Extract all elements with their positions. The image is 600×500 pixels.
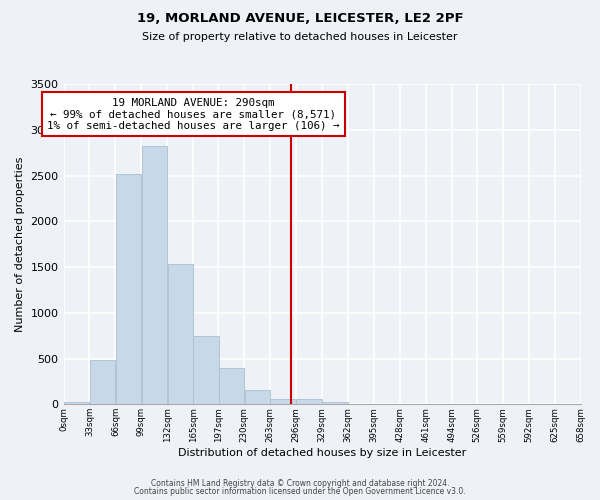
Bar [296,399,322,404]
Bar [116,174,141,404]
Bar [218,368,244,405]
Bar [64,402,89,404]
Bar [245,390,270,404]
Bar [271,399,296,404]
Text: Contains HM Land Registry data © Crown copyright and database right 2024.: Contains HM Land Registry data © Crown c… [151,478,449,488]
Text: Size of property relative to detached houses in Leicester: Size of property relative to detached ho… [142,32,458,42]
Text: 19, MORLAND AVENUE, LEICESTER, LE2 2PF: 19, MORLAND AVENUE, LEICESTER, LE2 2PF [137,12,463,26]
Bar [322,402,347,404]
X-axis label: Distribution of detached houses by size in Leicester: Distribution of detached houses by size … [178,448,466,458]
Bar [90,360,115,405]
Text: 19 MORLAND AVENUE: 290sqm
← 99% of detached houses are smaller (8,571)
1% of sem: 19 MORLAND AVENUE: 290sqm ← 99% of detac… [47,98,340,131]
Bar [142,146,167,405]
Bar [167,264,193,404]
Y-axis label: Number of detached properties: Number of detached properties [15,156,25,332]
Text: Contains public sector information licensed under the Open Government Licence v3: Contains public sector information licen… [134,487,466,496]
Bar [193,336,219,404]
